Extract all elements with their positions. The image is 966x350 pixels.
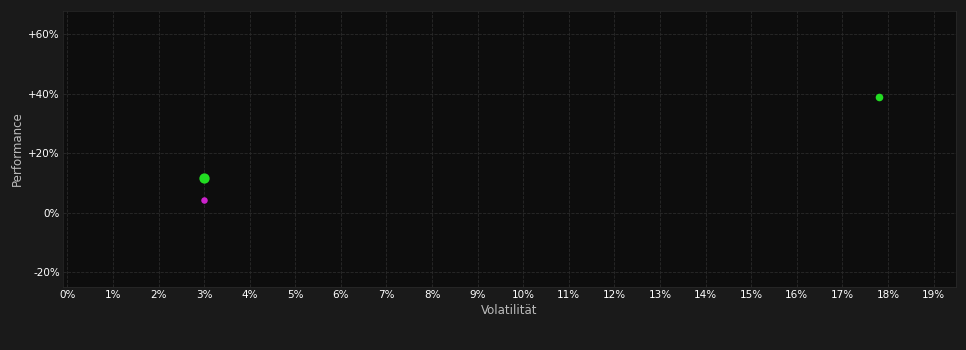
Point [196, 176, 212, 181]
Point [871, 94, 887, 99]
Y-axis label: Performance: Performance [12, 111, 24, 186]
X-axis label: Volatilität: Volatilität [481, 304, 538, 317]
Point [196, 197, 212, 203]
